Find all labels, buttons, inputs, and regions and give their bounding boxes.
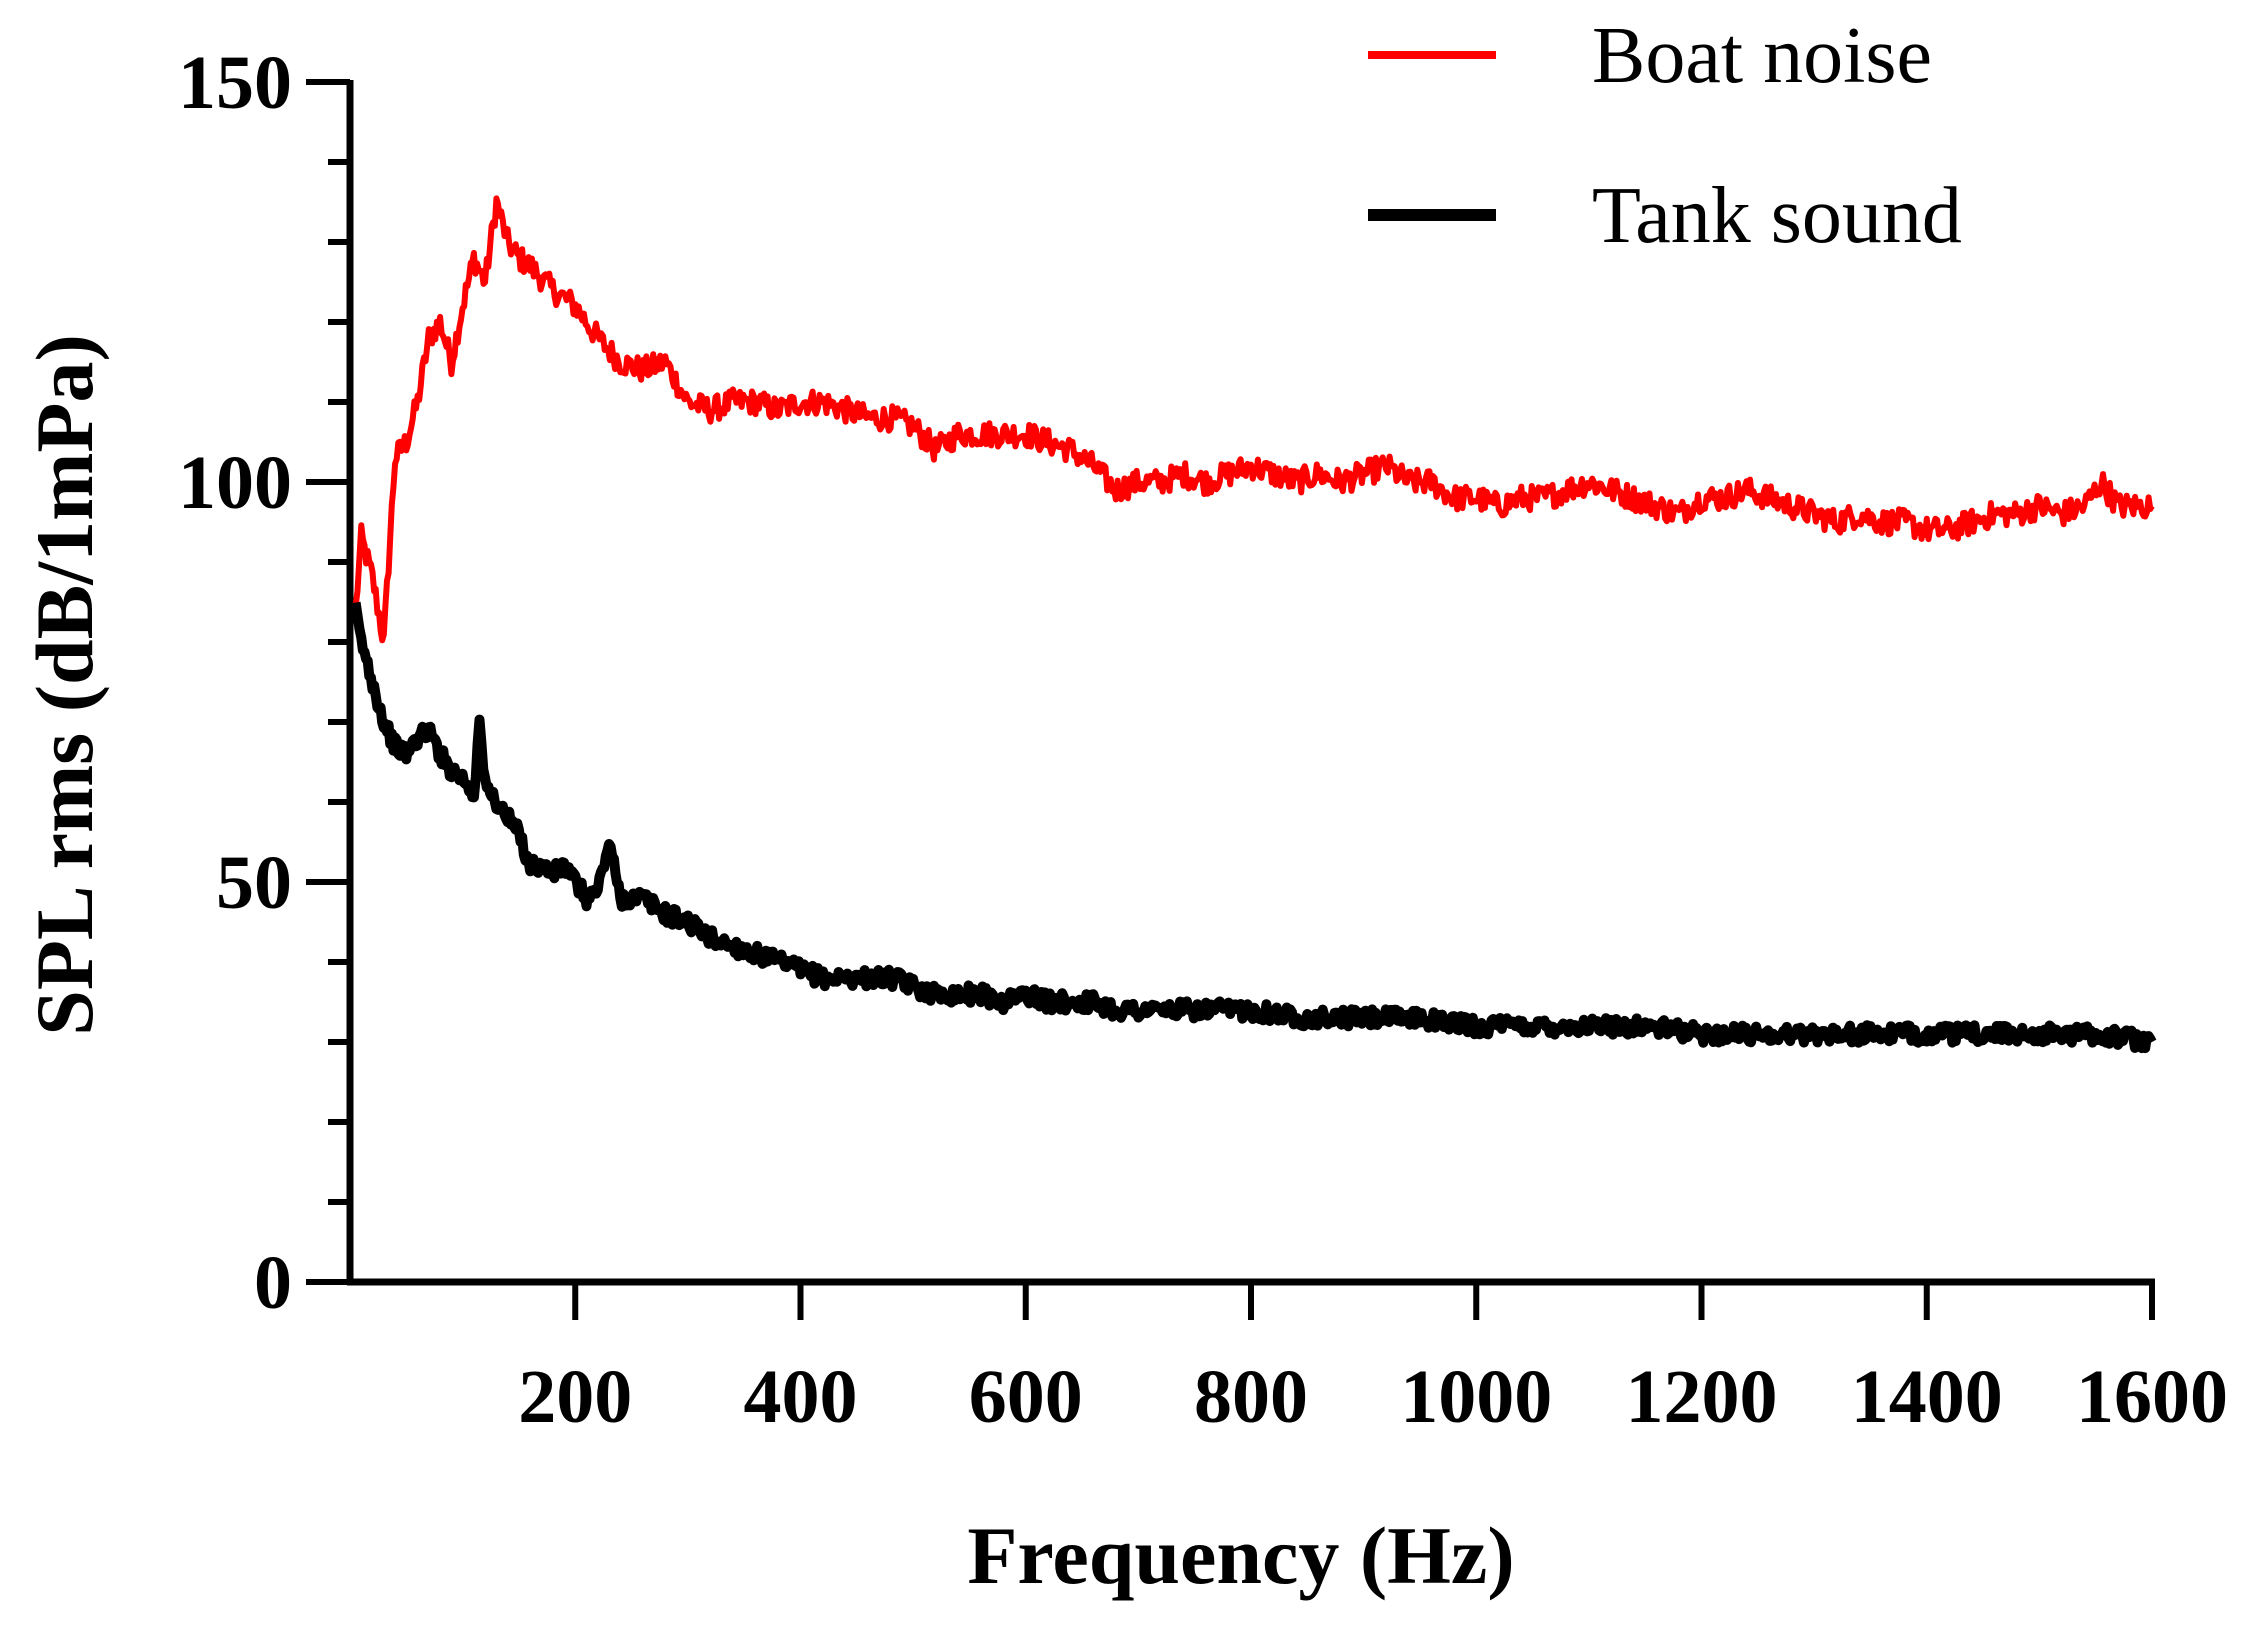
x-tick-label: 400	[744, 1355, 858, 1439]
y-tick-label: 50	[216, 841, 292, 925]
tank-sound-line	[350, 601, 2157, 1054]
tank-sound-legend-label: Tank sound	[1592, 172, 1962, 260]
x-tick-label: 1200	[1626, 1355, 1778, 1439]
legend: Boat noise Tank sound	[1368, 12, 1962, 260]
tick-marks	[306, 79, 2155, 1320]
x-tick-label: 1600	[2076, 1355, 2228, 1439]
x-tick-label: 1400	[1851, 1355, 2003, 1439]
x-tick-label: 1000	[1400, 1355, 1552, 1439]
y-tick-label: 100	[178, 441, 292, 525]
x-tick-label: 600	[969, 1355, 1083, 1439]
boat-noise-legend-label: Boat noise	[1592, 12, 1932, 100]
x-tick-label: 200	[518, 1355, 632, 1439]
data-series	[350, 195, 2157, 1054]
boat-noise-line	[352, 195, 2155, 644]
x-axis-title: Frequency (Hz)	[967, 1510, 1514, 1601]
axes	[346, 80, 2155, 1286]
x-tick-label: 800	[1194, 1355, 1308, 1439]
y-tick-label: 150	[178, 41, 292, 125]
tick-labels: 0 50 100 150 200 400 600 800 1000 1200 1400 1600	[178, 41, 2228, 1439]
y-tick-label: 0	[254, 1241, 292, 1325]
y-axis-title: SPL rms (dB/1mPa)	[19, 334, 110, 1036]
